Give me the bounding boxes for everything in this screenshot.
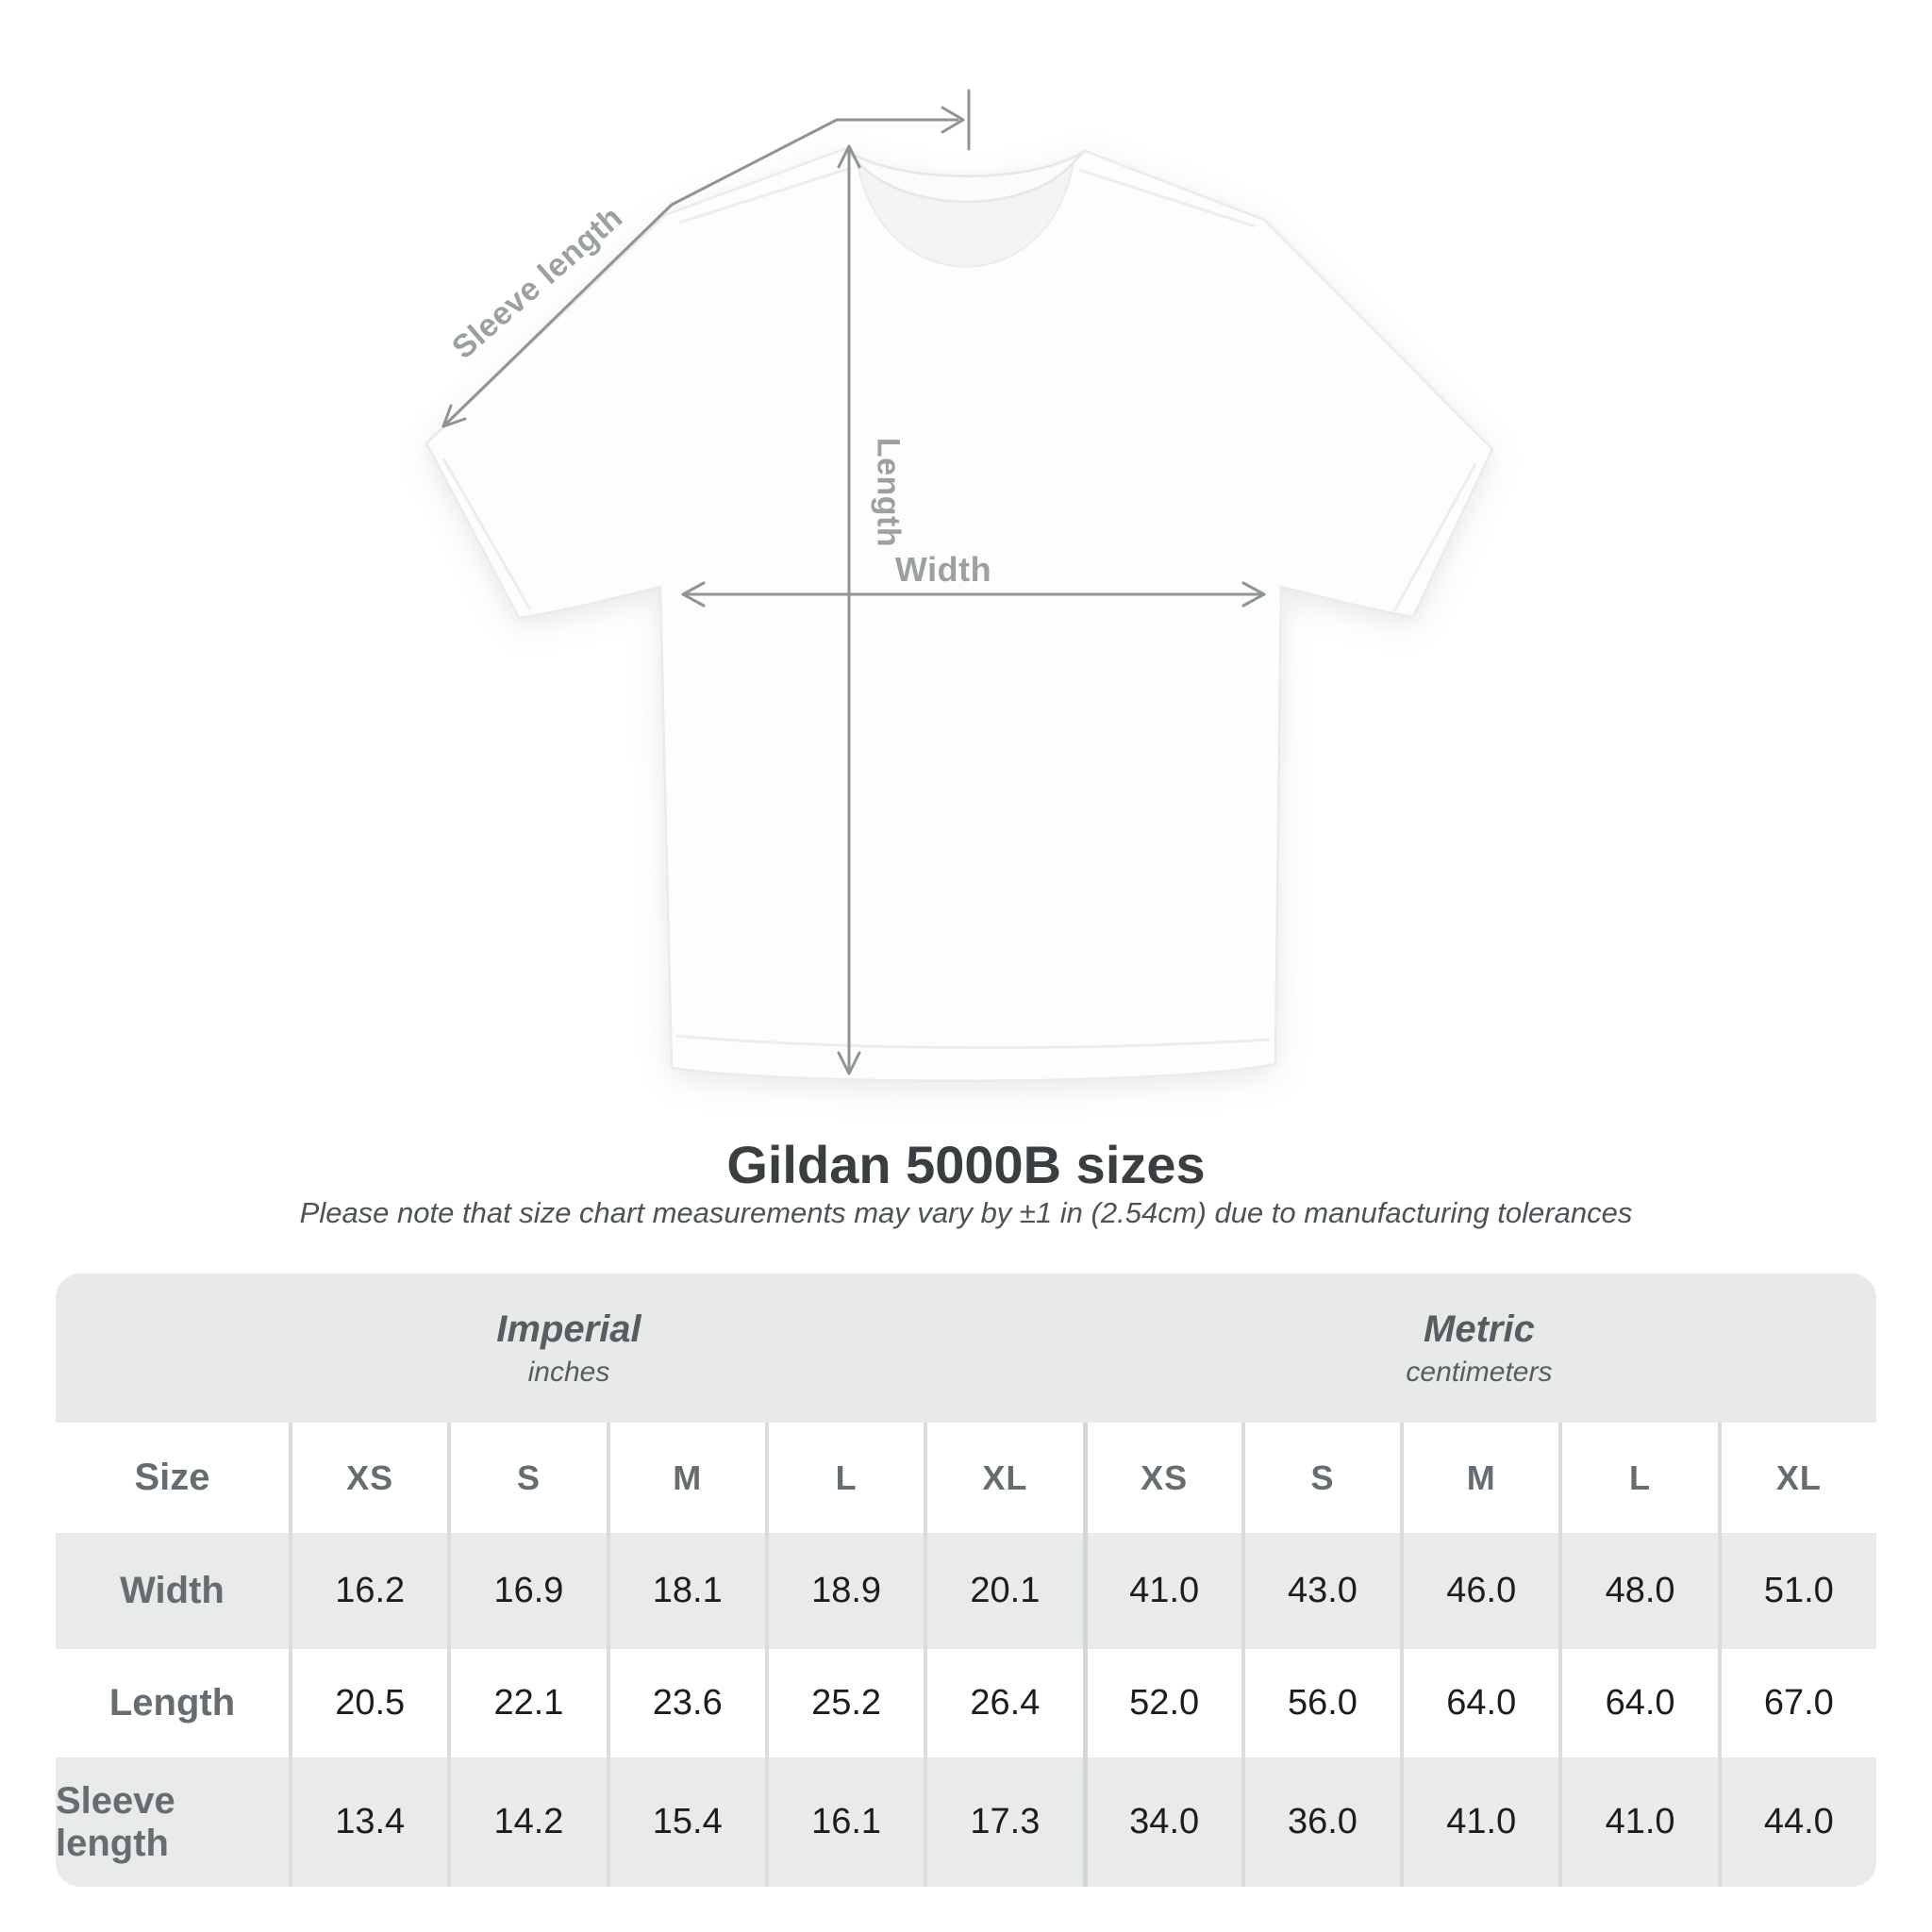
length-metric-s: 56.0 <box>1241 1649 1400 1757</box>
width-imperial-l: 18.9 <box>764 1533 924 1649</box>
length-metric-m: 64.0 <box>1400 1649 1558 1757</box>
width-metric-m: 46.0 <box>1400 1533 1558 1649</box>
length-imperial-m: 23.6 <box>606 1649 765 1757</box>
metric-title: Metric <box>1424 1307 1535 1350</box>
sleeve-imperial-m: 15.4 <box>606 1757 765 1887</box>
size-header-imperial-m: M <box>606 1423 765 1533</box>
length-imperial-xs: 20.5 <box>289 1649 447 1757</box>
length-label: Length <box>870 437 907 548</box>
sleeve-end-arrowhead <box>441 404 467 428</box>
right-shoulder-seam <box>1078 168 1256 228</box>
size-header-metric-s: S <box>1241 1423 1400 1533</box>
size-column-header: Size <box>134 1457 210 1498</box>
metric-unit: centimeters <box>1406 1356 1553 1388</box>
size-header-metric-xl: XL <box>1717 1423 1876 1533</box>
left-shoulder-seam <box>678 166 852 225</box>
length-row-label: Length <box>108 1682 236 1724</box>
width-label: Width <box>894 550 992 589</box>
sleeve-length-dimension-line <box>441 118 959 428</box>
sleeve-metric-s: 36.0 <box>1241 1757 1400 1887</box>
length-row: Length 20.5 22.1 23.6 25.2 26.4 52.0 56.… <box>56 1649 1876 1757</box>
width-left-arrowhead <box>681 581 706 608</box>
page-title: Gildan 5000B sizes <box>726 1135 1206 1194</box>
size-header-imperial-xl: XL <box>924 1423 1082 1533</box>
sleeve-imperial-xs: 13.4 <box>289 1757 447 1887</box>
size-header-imperial-xs: XS <box>289 1423 447 1533</box>
length-metric-xl: 67.0 <box>1717 1649 1876 1757</box>
imperial-title: Imperial <box>496 1307 641 1350</box>
size-header-metric-xs: XS <box>1082 1423 1241 1533</box>
sleeve-length-row: Sleeve length 13.4 14.2 15.4 16.1 17.3 3… <box>56 1757 1876 1887</box>
width-row-label: Width <box>120 1570 225 1611</box>
width-imperial-s: 16.9 <box>447 1533 606 1649</box>
length-bottom-arrowhead <box>837 1051 861 1075</box>
tshirt-shape <box>425 147 1494 1083</box>
sleeve-imperial-xl: 17.3 <box>924 1757 1082 1887</box>
length-imperial-s: 22.1 <box>447 1649 606 1757</box>
sleeve-imperial-l: 16.1 <box>764 1757 924 1887</box>
imperial-header-cell: Imperial inches <box>56 1274 1082 1423</box>
width-metric-l: 48.0 <box>1558 1533 1717 1649</box>
width-imperial-xs: 16.2 <box>289 1533 447 1649</box>
width-metric-xs: 41.0 <box>1082 1533 1241 1649</box>
tshirt-measurement-diagram: Sleeve length Length Width <box>425 89 1494 1083</box>
dimension-annotations <box>441 89 1266 1075</box>
bottom-hem-seam <box>675 1034 1271 1050</box>
size-header-metric-m: M <box>1400 1423 1558 1533</box>
sleeve-metric-m: 41.0 <box>1400 1757 1558 1887</box>
unit-header-band: Imperial inches Metric centimeters <box>56 1274 1876 1423</box>
size-header-metric-l: L <box>1558 1423 1717 1533</box>
width-row: Width 16.2 16.9 18.1 18.9 20.1 41.0 43.0… <box>56 1533 1876 1649</box>
tolerance-note: Please note that size chart measurements… <box>299 1196 1633 1229</box>
metric-header-cell: Metric centimeters <box>1082 1274 1876 1423</box>
sleeve-imperial-s: 14.2 <box>447 1757 606 1887</box>
tshirt-illustration-svg <box>425 89 1494 1083</box>
size-header-imperial-s: S <box>447 1423 606 1533</box>
length-imperial-l: 25.2 <box>764 1649 924 1757</box>
width-imperial-xl: 20.1 <box>924 1533 1082 1649</box>
width-right-arrowhead <box>1241 581 1266 608</box>
width-metric-xl: 51.0 <box>1717 1533 1876 1649</box>
sleeve-metric-xl: 44.0 <box>1717 1757 1876 1887</box>
length-metric-l: 64.0 <box>1558 1649 1717 1757</box>
size-header-row: Size XS S M L XL XS S M L XL <box>56 1423 1876 1533</box>
right-sleeve-hem-seam <box>1392 463 1477 612</box>
length-metric-xs: 52.0 <box>1082 1649 1241 1757</box>
size-header-imperial-l: L <box>764 1423 924 1533</box>
imperial-unit: inches <box>527 1356 610 1388</box>
left-sleeve-hem-seam <box>441 458 532 610</box>
width-metric-s: 43.0 <box>1241 1533 1400 1649</box>
sleeve-metric-xs: 34.0 <box>1082 1757 1241 1887</box>
sleeve-row-label: Sleeve length <box>56 1779 175 1864</box>
size-chart-table: Imperial inches Metric centimeters Size … <box>56 1274 1876 1887</box>
sleeve-metric-l: 41.0 <box>1558 1757 1717 1887</box>
length-imperial-xl: 26.4 <box>924 1649 1082 1757</box>
collar-band <box>843 147 1086 203</box>
sleeve-line-right-arrowhead <box>941 106 965 134</box>
width-imperial-m: 18.1 <box>606 1533 765 1649</box>
length-top-arrowhead <box>837 144 861 169</box>
